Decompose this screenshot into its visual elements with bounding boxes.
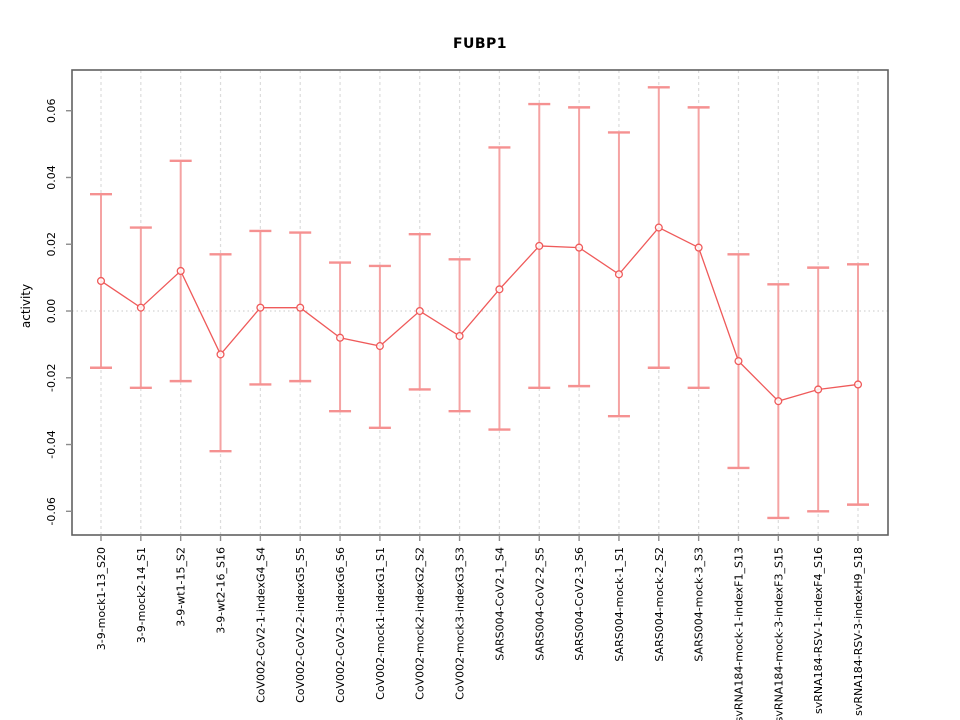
chart-title: FUBP1 bbox=[452, 36, 508, 52]
y-tick-label: -0.06 bbox=[45, 497, 58, 525]
y-tick-label: 0.06 bbox=[45, 98, 58, 123]
data-point bbox=[375, 342, 384, 351]
data-point bbox=[535, 241, 544, 250]
y-tick-label: 0.00 bbox=[45, 299, 58, 324]
plot-frame bbox=[71, 69, 889, 536]
data-point bbox=[415, 306, 424, 316]
x-tick-label: SARS004-mock-2_S2 bbox=[653, 547, 666, 662]
x-tick-label: CoV002-CoV2-3-indexG6_S6 bbox=[334, 547, 347, 703]
data-point bbox=[96, 276, 106, 286]
data-point bbox=[256, 303, 265, 312]
x-tick-label: svRNA184-mock-1-indexF1_S13 bbox=[732, 547, 745, 720]
x-tick-label: CoV002-CoV2-1-indexG4_S4 bbox=[254, 547, 267, 703]
x-tick-label: 3-9-mock1-13_S20 bbox=[95, 547, 108, 650]
x-tick-label: svRNA184-RSV-1-indexF4_S16 bbox=[812, 547, 825, 714]
x-tick-label: CoV002-mock1-indexG1_S1 bbox=[374, 547, 387, 700]
y-tick-label: 0.02 bbox=[45, 232, 58, 257]
x-tick-label: 3-9-mock2-14_S1 bbox=[135, 547, 148, 643]
data-point bbox=[455, 331, 464, 341]
x-tick-label: SARS004-CoV2-1_S4 bbox=[493, 547, 506, 661]
y-tick-label: 0.04 bbox=[45, 165, 58, 190]
data-point bbox=[176, 266, 185, 276]
data-point bbox=[614, 270, 623, 279]
data-point bbox=[814, 385, 823, 394]
x-tick-label: CoV002-CoV2-2-indexG5_S5 bbox=[294, 547, 307, 703]
x-tick-label: SARS004-CoV2-2_S5 bbox=[533, 547, 546, 661]
data-point bbox=[296, 303, 305, 312]
x-tick-label: svRNA184-mock-3-indexF3_S15 bbox=[772, 547, 785, 720]
data-point bbox=[495, 285, 504, 294]
x-tick-label: svRNA184-RSV-3-indexH9_S18 bbox=[852, 547, 865, 716]
data-point bbox=[774, 397, 783, 406]
data-point bbox=[136, 303, 145, 312]
x-tick-label: SARS004-CoV2-3_S6 bbox=[573, 547, 586, 661]
data-point bbox=[336, 333, 345, 342]
data-point bbox=[734, 357, 743, 366]
y-tick-label: -0.04 bbox=[45, 430, 58, 458]
x-tick-label: CoV002-mock3-indexG3_S3 bbox=[454, 547, 467, 700]
x-tick-label: 3-9-wt2-16_S16 bbox=[215, 547, 228, 634]
x-tick-label: CoV002-mock2-indexG2_S2 bbox=[414, 547, 427, 700]
data-point bbox=[694, 243, 703, 252]
data-point bbox=[853, 380, 863, 389]
x-tick-label: SARS004-mock-1_S1 bbox=[613, 547, 626, 662]
series-line bbox=[100, 226, 859, 402]
y-tick-label: -0.02 bbox=[45, 364, 58, 392]
data-point bbox=[216, 350, 225, 359]
x-tick-label: 3-9-wt1-15_S2 bbox=[175, 547, 188, 627]
x-tick-label: SARS004-mock-3_S3 bbox=[693, 547, 706, 662]
data-point bbox=[654, 223, 663, 232]
data-point bbox=[575, 243, 584, 252]
